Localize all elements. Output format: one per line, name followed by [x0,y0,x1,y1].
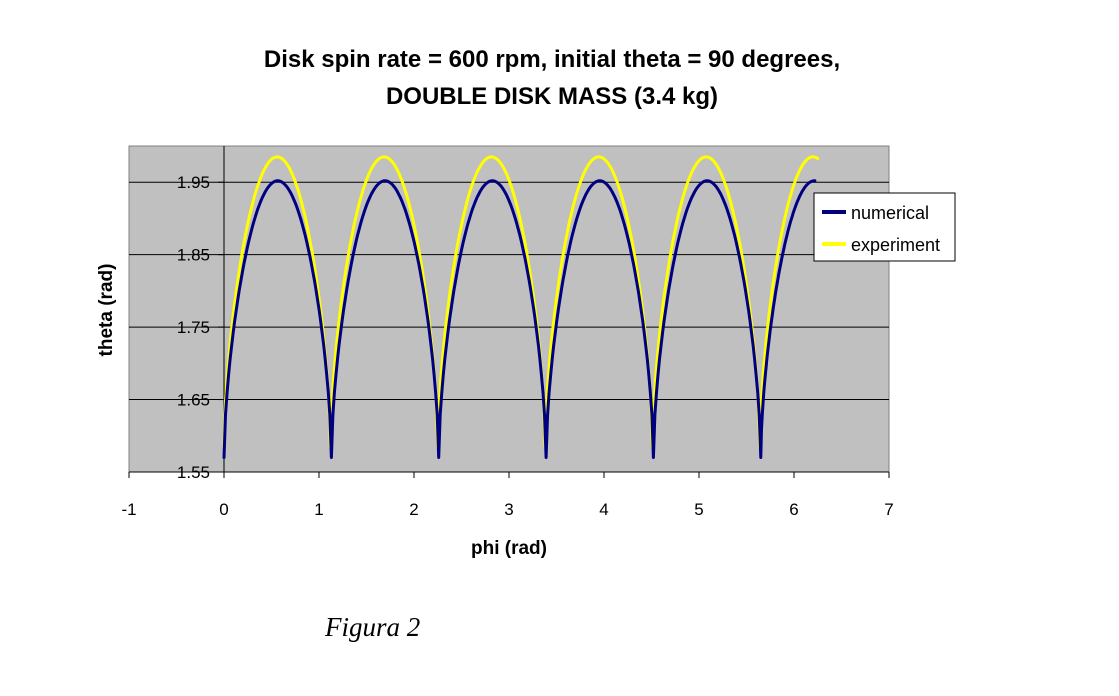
x-tick-label: 0 [219,500,228,519]
y-tick-label: 1.65 [177,391,210,410]
chart-subtitle: DOUBLE DISK MASS (3.4 kg) [386,83,718,110]
plot-area [128,145,890,473]
x-tick-label: 7 [884,500,893,519]
x-tick-label: -1 [121,500,136,519]
y-axis-label: theta (rad) [96,264,117,357]
figure-caption: Figura 2 [324,612,420,642]
y-tick-label: 1.55 [177,463,210,482]
chart-title: Disk spin rate = 600 rpm, initial theta … [264,46,840,73]
legend: numerical experiment [813,192,956,262]
legend-label-numerical: numerical [851,203,929,223]
x-tick-label: 5 [694,500,703,519]
y-tick-label: 1.75 [177,318,210,337]
x-tick-label: 6 [789,500,798,519]
x-tick-label: 2 [409,500,418,519]
x-axis-label: phi (rad) [471,538,547,559]
y-tick-label: 1.95 [177,173,210,192]
y-tick-label: 1.85 [177,246,210,265]
y-tick-labels: 1.55 1.65 1.75 1.85 1.95 [177,173,210,482]
series-line-numerical [222,179,817,459]
legend-box [813,192,956,262]
x-tick-label: 3 [504,500,513,519]
x-tick-labels: -1 0 1 2 3 4 5 6 7 [121,500,893,519]
x-tick-label: 4 [599,500,608,519]
series-layer [222,155,820,459]
legend-label-experiment: experiment [851,235,940,255]
x-tick-label: 1 [314,500,323,519]
